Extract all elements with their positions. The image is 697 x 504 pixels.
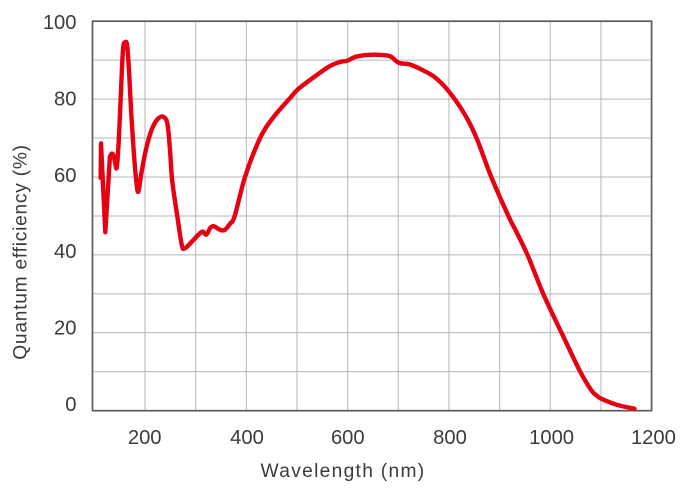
svg-text:800: 800 xyxy=(433,427,467,449)
svg-text:Quantum efficiency (%): Quantum efficiency (%) xyxy=(11,144,32,360)
svg-text:40: 40 xyxy=(54,241,76,263)
svg-text:400: 400 xyxy=(230,427,264,449)
svg-text:0: 0 xyxy=(65,394,76,416)
svg-text:200: 200 xyxy=(128,427,162,449)
svg-text:20: 20 xyxy=(54,318,76,340)
svg-text:1000: 1000 xyxy=(529,427,574,449)
svg-text:1200: 1200 xyxy=(631,427,676,449)
svg-text:80: 80 xyxy=(54,88,76,110)
svg-text:Wavelength (nm): Wavelength (nm) xyxy=(261,461,426,482)
svg-text:600: 600 xyxy=(331,427,365,449)
svg-text:100: 100 xyxy=(43,12,77,34)
svg-text:60: 60 xyxy=(54,165,76,187)
